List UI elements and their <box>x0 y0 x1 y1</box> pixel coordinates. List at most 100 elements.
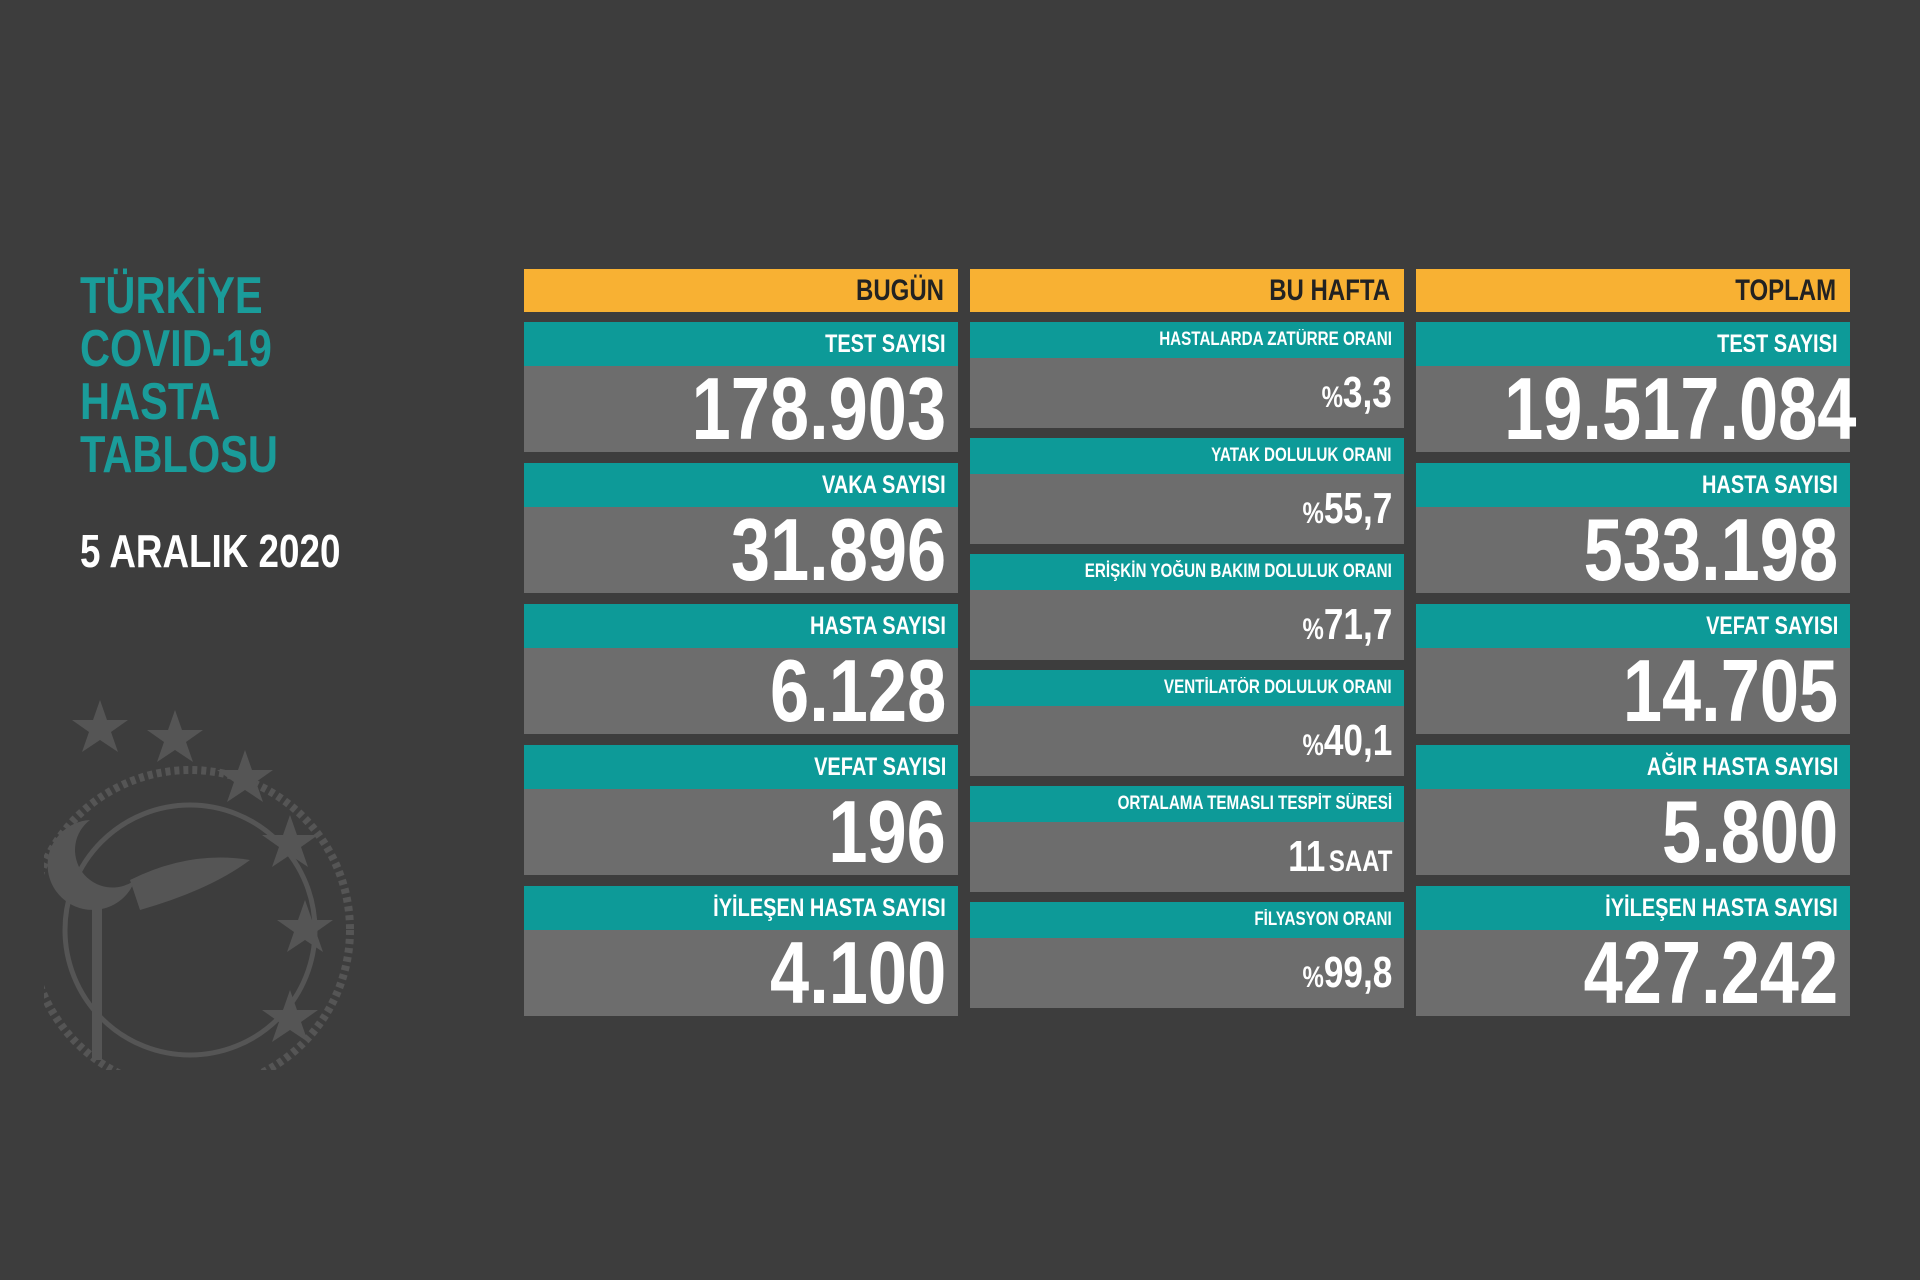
stat-value: %71,7 <box>970 590 1404 660</box>
value-text: 178.903 <box>692 365 946 478</box>
value-prefix: % <box>1302 961 1324 994</box>
value-text: 31.896 <box>731 506 946 619</box>
stat-value: %3,3 <box>970 358 1404 428</box>
stat-value: 11 SAAT <box>970 822 1404 892</box>
value-number: 55,7 <box>1323 484 1392 533</box>
stat-value: 6.128 <box>524 647 958 735</box>
stat-value: 533.198 <box>1416 506 1850 594</box>
stat-label-text: FİLYASYON ORANI <box>1254 909 1392 930</box>
title-line: COVID-19 <box>80 323 320 375</box>
stat-label: HASTA SAYISI <box>1416 463 1850 507</box>
value-prefix: % <box>1302 613 1324 646</box>
value-suffix: SAAT <box>1328 845 1392 878</box>
stat-value: 19.517.084 <box>1416 365 1856 453</box>
stat-label: HASTALARDA ZATÜRRE ORANI <box>970 322 1404 358</box>
value-text: 196 <box>829 788 946 901</box>
value-prefix: % <box>1321 381 1344 414</box>
value-number: 19.517.084 <box>1504 359 1857 458</box>
value-number: 14.705 <box>1622 641 1838 740</box>
value-number: 99,8 <box>1323 948 1392 997</box>
emblem <box>0 650 354 1070</box>
value-text: %55,7 <box>1302 474 1392 554</box>
stat-label-text: İYİLEŞEN HASTA SAYISI <box>1605 894 1838 922</box>
stat-label-text: ORTALAMA TEMASLI TESPİT SÜRESİ <box>1117 793 1392 814</box>
stat-label: VENTİLATÖR DOLULUK ORANI <box>970 670 1404 706</box>
value-text: %40,1 <box>1302 706 1392 786</box>
stat-label: ERİŞKİN YOĞUN BAKIM DOLULUK ORANI <box>970 554 1404 590</box>
value-text: 5.800 <box>1662 788 1838 901</box>
stat-label: İYİLEŞEN HASTA SAYISI <box>524 886 958 930</box>
value-number: 71,7 <box>1323 600 1392 649</box>
value-text: 6.128 <box>770 647 946 760</box>
value-number: 5.800 <box>1661 782 1838 881</box>
value-text: 533.198 <box>1584 506 1838 619</box>
stat-value: 4.100 <box>524 929 958 1017</box>
value-text: 14.705 <box>1623 647 1838 760</box>
stat-value: %55,7 <box>970 474 1404 544</box>
stat-label: VEFAT SAYISI <box>1416 604 1850 648</box>
stat-label-text: VENTİLATÖR DOLULUK ORANI <box>1164 677 1392 698</box>
stat-label-text: HASTALARDA ZATÜRRE ORANI <box>1159 329 1392 350</box>
stat-label-text: TEST SAYISI <box>825 330 946 358</box>
stat-label-text: VAKA SAYISI <box>822 471 946 499</box>
title-line: TÜRKİYE <box>80 270 308 322</box>
value-number: 4.100 <box>769 923 946 1022</box>
date-text: 5 ARALIK 2020 <box>80 525 341 577</box>
stat-label-text: HASTA SAYISI <box>1702 471 1838 499</box>
stat-label-text: HASTA SAYISI <box>810 612 946 640</box>
value-number: 427.242 <box>1583 923 1838 1022</box>
title-line-text: COVID-19 <box>80 320 272 378</box>
stat-label: FİLYASYON ORANI <box>970 902 1404 938</box>
stat-label: İYİLEŞEN HASTA SAYISI <box>1416 886 1850 930</box>
stat-label: ORTALAMA TEMASLI TESPİT SÜRESİ <box>970 786 1404 822</box>
value-number: 178.903 <box>691 359 946 458</box>
stat-label-text: VEFAT SAYISI <box>1705 612 1838 640</box>
column-header: BUGÜN <box>524 269 958 312</box>
value-number: 40,1 <box>1323 716 1392 765</box>
stat-label: YATAK DOLULUK ORANI <box>970 438 1404 474</box>
value-text: %71,7 <box>1302 590 1392 670</box>
title-line: HASTA <box>80 376 255 428</box>
column-header: BU HAFTA <box>970 269 1404 312</box>
value-text: %99,8 <box>1302 938 1392 1018</box>
stat-label: TEST SAYISI <box>1416 322 1850 366</box>
value-text: %3,3 <box>1322 358 1392 438</box>
title-line: TABLOSU <box>80 429 327 481</box>
value-number: 6.128 <box>769 641 946 740</box>
stat-label-text: VEFAT SAYISI <box>813 753 946 781</box>
date: 5 ARALIK 2020 <box>80 526 406 576</box>
title-line-text: TÜRKİYE <box>80 267 263 325</box>
title-line-text: HASTA <box>80 373 221 431</box>
stat-label: VAKA SAYISI <box>524 463 958 507</box>
stat-label-text: İYİLEŞEN HASTA SAYISI <box>713 894 946 922</box>
column-header: TOPLAM <box>1416 269 1850 312</box>
stat-value: 14.705 <box>1416 647 1850 735</box>
value-text: 427.242 <box>1584 929 1838 1042</box>
stat-label-text: TEST SAYISI <box>1717 330 1838 358</box>
column-header-text: TOPLAM <box>1735 274 1836 307</box>
stat-value: %40,1 <box>970 706 1404 776</box>
stat-label: AĞIR HASTA SAYISI <box>1416 745 1850 789</box>
stat-value: 31.896 <box>524 506 958 594</box>
value-prefix: % <box>1302 729 1324 762</box>
value-text: 11 SAAT <box>1288 822 1392 902</box>
stat-label: HASTA SAYISI <box>524 604 958 648</box>
value-number: 3,3 <box>1343 368 1392 417</box>
stat-label: VEFAT SAYISI <box>524 745 958 789</box>
value-number: 31.896 <box>730 500 946 599</box>
value-number: 533.198 <box>1583 500 1838 599</box>
stat-value: 427.242 <box>1416 929 1850 1017</box>
value-text: 4.100 <box>770 929 946 1042</box>
value-text: 19.517.084 <box>1504 365 1856 478</box>
stat-value: %99,8 <box>970 938 1404 1008</box>
stat-value: 5.800 <box>1416 788 1850 876</box>
value-number: 11 <box>1287 832 1325 881</box>
value-prefix: % <box>1302 497 1324 530</box>
stat-label-text: YATAK DOLULUK ORANI <box>1211 445 1392 466</box>
stat-value: 178.903 <box>524 365 958 453</box>
column-header-text: BU HAFTA <box>1269 274 1390 307</box>
value-number: 196 <box>828 782 946 881</box>
column-header-text: BUGÜN <box>856 274 944 307</box>
stat-label-text: ERİŞKİN YOĞUN BAKIM DOLULUK ORANI <box>1084 561 1392 582</box>
